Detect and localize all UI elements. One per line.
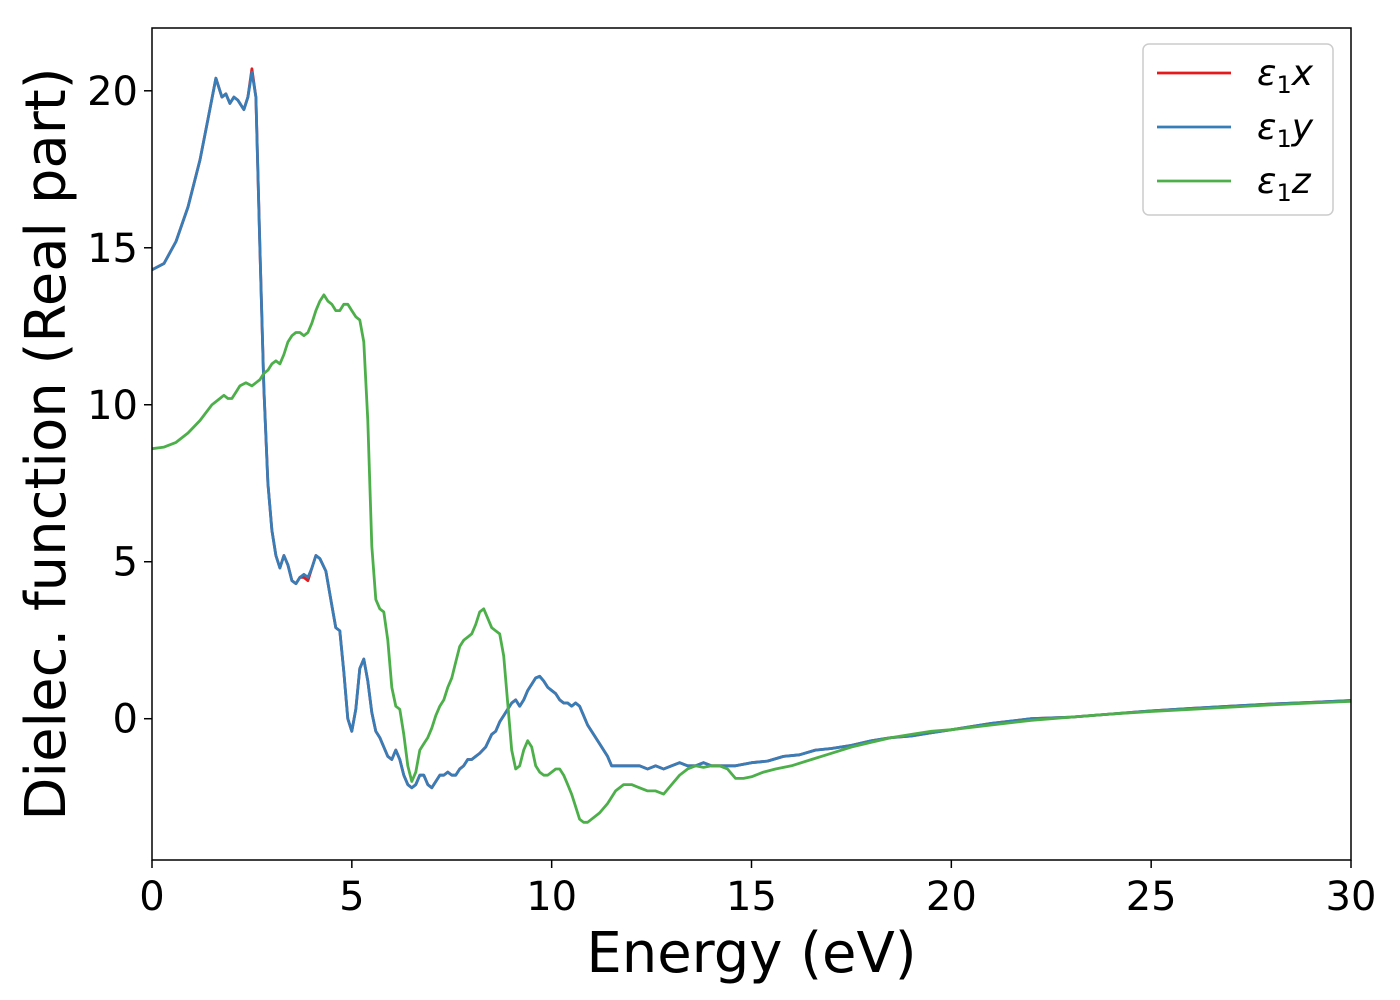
x-tick-label: 15 [726,874,777,920]
legend-label-z: ε1z [1257,161,1312,207]
y-tick-label: 20 [87,69,138,115]
x-tick-label: 25 [1126,874,1177,920]
series-line-z [152,293,1351,824]
x-tick-label: 30 [1326,874,1377,920]
x-tick-label: 20 [926,874,977,920]
y-axis-label: Dielec. function (Real part) [14,67,79,820]
x-axis-label: Energy (eV) [586,921,916,986]
series-line-y [152,70,1351,790]
series-layer [152,67,1351,824]
x-tick-label: 5 [339,874,364,920]
legend-label-x: ε1x [1257,53,1314,99]
y-tick-label: 10 [87,383,138,429]
y-tick-label: 0 [113,697,138,743]
axes: 0 5 10 15 20 25 30 0 5 10 15 20 [87,69,1376,920]
legend-box [1142,43,1334,216]
y-tick-label: 15 [87,226,138,272]
legend: ε1x ε1y ε1z [1142,43,1334,216]
y-tick-label: 5 [113,540,138,586]
x-tick-label: 10 [526,874,577,920]
x-tick-label: 0 [139,874,164,920]
legend-label-y: ε1y [1257,107,1314,153]
